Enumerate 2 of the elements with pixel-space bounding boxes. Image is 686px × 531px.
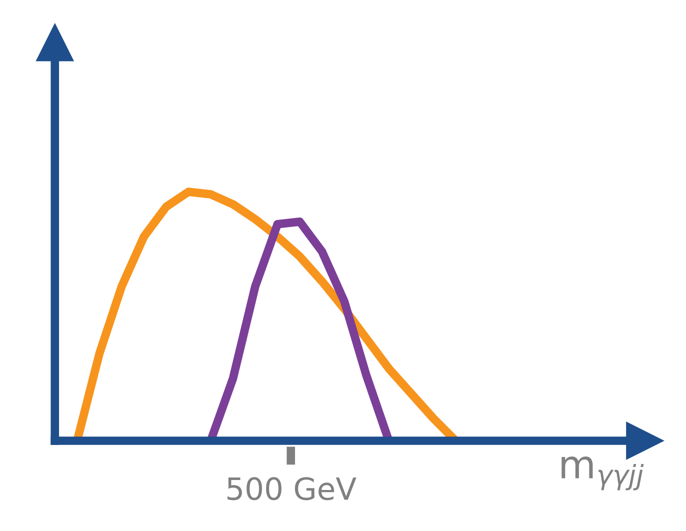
- text: 500 GeV: [228, 477, 356, 500]
- x-axis-title: m$_{γγjj}$: [562, 456, 644, 490]
